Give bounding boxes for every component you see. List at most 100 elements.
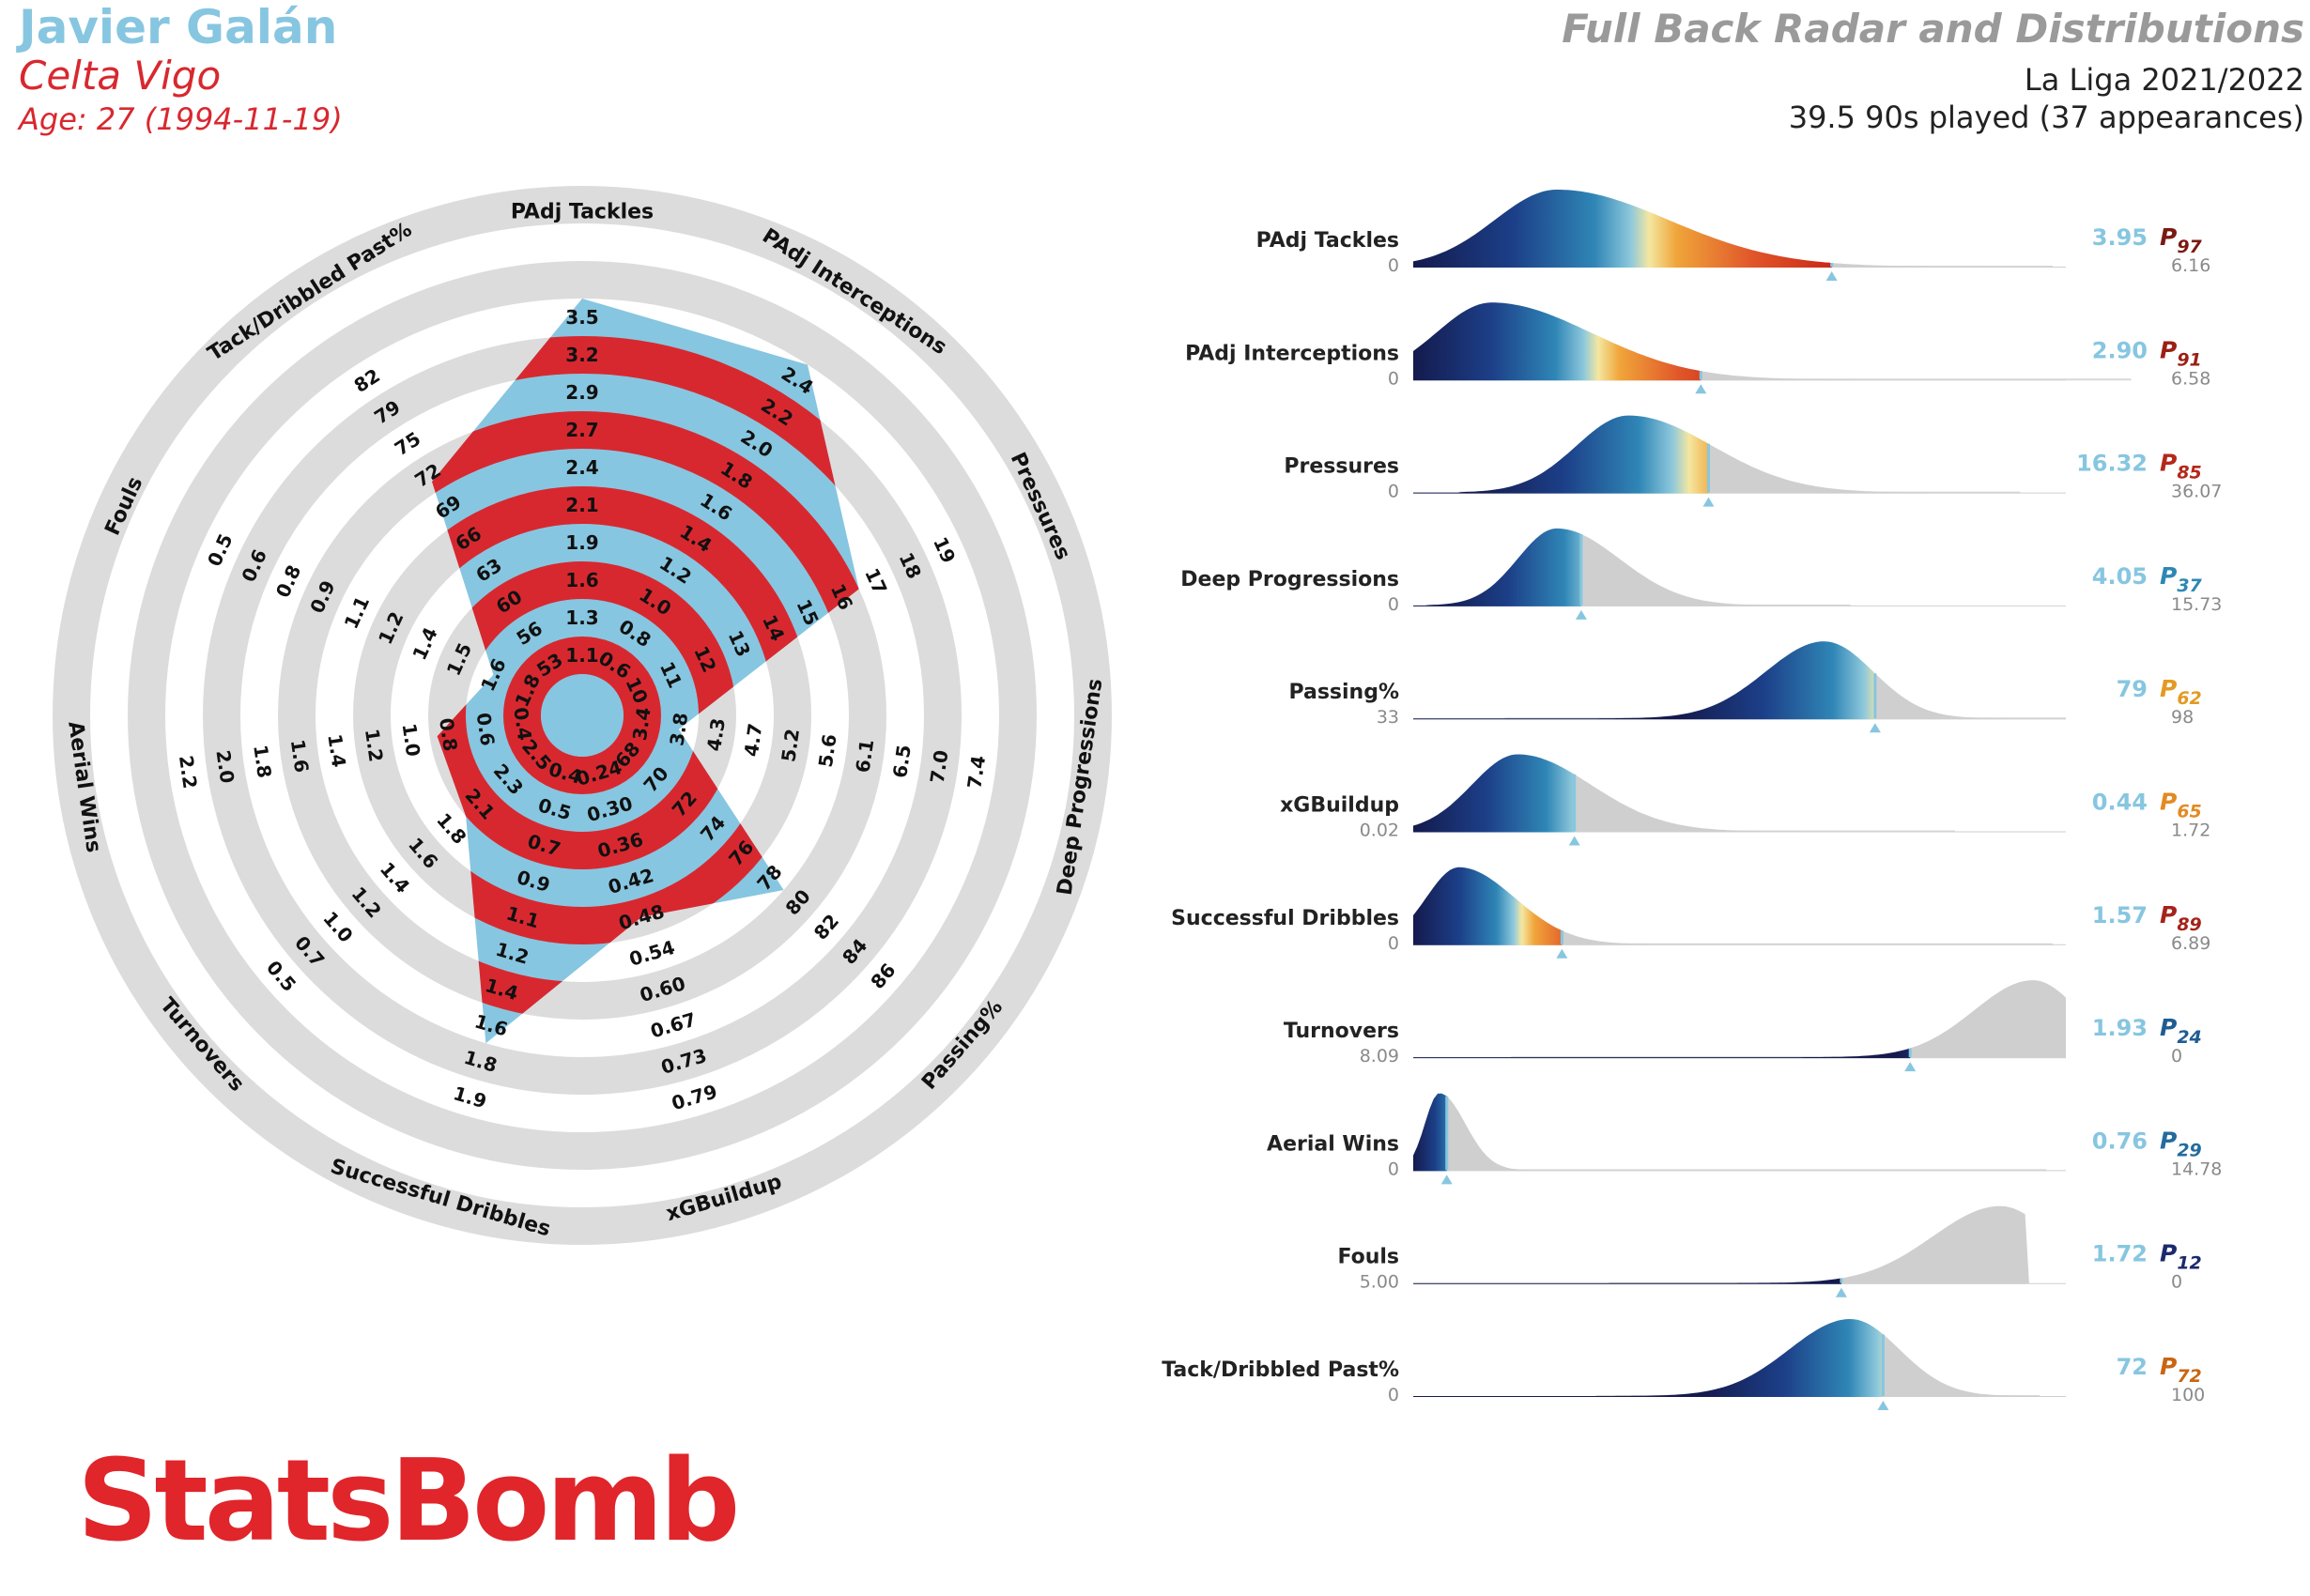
distribution-max-label: 0 <box>2171 1046 2182 1067</box>
distribution-label: Turnovers <box>1284 1020 1399 1043</box>
distribution-max-label: 98 <box>2171 707 2194 728</box>
distribution-fill <box>1413 1319 1884 1397</box>
distribution-curve <box>1413 980 2066 1059</box>
distribution-min-label: 0 <box>1388 482 1399 502</box>
distribution-label: PAdj Interceptions <box>1185 342 1399 365</box>
value-marker <box>1695 384 1707 394</box>
player-value-label: 0.76 <box>2092 1128 2148 1154</box>
radar-tick-label: 1.1 <box>565 644 598 667</box>
distribution-max-label: 6.16 <box>2171 255 2210 276</box>
radar-tick-label: 6.5 <box>888 744 916 779</box>
radar-tick-label: 7.0 <box>926 748 953 784</box>
radar-tick-label: 1.2 <box>361 728 388 763</box>
value-marker <box>1869 723 1881 733</box>
radar-band <box>432 336 859 1044</box>
percentile-label: P72 <box>2160 1353 2202 1387</box>
player-value-label: 1.57 <box>2092 902 2148 928</box>
player-value-label: 72 <box>2117 1354 2148 1380</box>
distribution-max-label: 0 <box>2171 1272 2182 1293</box>
value-marker <box>1556 948 1568 959</box>
distribution-label: Deep Progressions <box>1180 568 1399 591</box>
percentile-label: P89 <box>2160 901 2202 935</box>
player-value-label: 2.90 <box>2092 337 2148 363</box>
distribution-curve <box>1413 1093 2066 1172</box>
radar-tick-label: 2.9 <box>565 381 598 404</box>
distribution-label: Fouls <box>1337 1246 1399 1269</box>
distribution-min-label: 0 <box>1388 1385 1399 1405</box>
distribution-max-label: 6.58 <box>2171 368 2210 389</box>
distribution-curve <box>1413 415 2066 494</box>
distribution-min-label: 0 <box>1388 1159 1399 1179</box>
percentile-label: P65 <box>2160 789 2202 822</box>
radar-tick-label: 1.6 <box>286 738 314 774</box>
radar-tick-label: 1.6 <box>565 569 598 591</box>
percentile-label: P12 <box>2160 1240 2202 1274</box>
distribution-max-label: 15.73 <box>2171 594 2222 615</box>
distribution-curve <box>1413 1205 2066 1284</box>
distribution-fill <box>1413 1093 1447 1172</box>
percentile-label: P97 <box>2160 223 2203 257</box>
distribution-min-label: 0 <box>1388 255 1399 276</box>
radar-ring <box>53 186 1112 1245</box>
radar-ring <box>128 261 1037 1170</box>
chart-title: Full Back Radar and Distributions <box>1562 6 2304 52</box>
distribution-fill <box>1413 190 1832 268</box>
radar-tick-label: 6.1 <box>851 738 878 774</box>
percentile-label: P62 <box>2160 675 2202 709</box>
distribution-label: Successful Dribbles <box>1171 907 1399 930</box>
distribution-max-label: 36.07 <box>2171 482 2222 502</box>
distribution-fill <box>1413 415 1709 494</box>
radar-tick-label: 5.2 <box>777 728 804 763</box>
value-marker <box>1904 1062 1917 1072</box>
radar-tick-label: 0.8 <box>435 716 462 752</box>
competition-season: La Liga 2021/2022 <box>2024 62 2304 98</box>
percentile-label: P29 <box>2160 1127 2202 1160</box>
player-value-label: 3.95 <box>2092 224 2148 251</box>
radar-tick-label: 2.1 <box>565 494 598 516</box>
player-value-label: 1.72 <box>2092 1241 2148 1267</box>
distribution-min-label: 0 <box>1388 368 1399 389</box>
player-value-label: 79 <box>2117 676 2148 702</box>
distribution-min-label: 0 <box>1388 933 1399 954</box>
distribution-label: xGBuildup <box>1280 794 1399 818</box>
radar-tick-label: 0.6 <box>472 712 500 747</box>
percentile-label: P91 <box>2160 336 2202 370</box>
radar-tick-label: 1.4 <box>323 732 350 768</box>
radar-tick-label: 1.3 <box>565 606 598 629</box>
distribution-min-label: 33 <box>1377 707 1399 728</box>
player-name: Javier Galán <box>19 0 338 54</box>
distribution-max-label: 14.78 <box>2171 1159 2222 1179</box>
distribution-curve <box>1413 1319 2066 1397</box>
radar-tick-label: 2.7 <box>565 419 598 441</box>
distribution-max-label: 6.89 <box>2171 933 2210 954</box>
distribution-fill <box>1413 754 1575 833</box>
value-marker <box>1702 497 1715 507</box>
distribution-min-label: 0.02 <box>1360 821 1399 841</box>
distribution-label: Pressures <box>1284 455 1399 479</box>
radar-tick-label: 3.4 <box>628 706 655 742</box>
radar-tick-label: 2.2 <box>175 754 202 790</box>
radar-chart: 1.1 1.3 1.6 1.9 2.1 2.4 2.7 2.9 3.2 3.5 PAdj Tackl… <box>53 186 1112 1245</box>
distribution-fill <box>1413 641 1875 720</box>
distribution-fill <box>1413 302 1702 381</box>
distribution-min-label: 0 <box>1388 594 1399 615</box>
percentile-label: P85 <box>2160 450 2202 483</box>
radar-tick-label: 1.9 <box>565 531 598 554</box>
statsbomb-logo: StatsBomb <box>77 1436 740 1567</box>
team-name: Celta Vigo <box>19 53 222 99</box>
distribution-label: Tack/Dribbled Past% <box>1162 1358 1399 1382</box>
distribution-label: Aerial Wins <box>1267 1132 1399 1156</box>
radar-band <box>503 637 661 794</box>
distribution-label: PAdj Tackles <box>1256 229 1399 253</box>
distribution-label: Passing% <box>1288 681 1399 704</box>
radar-tick-label: 1.8 <box>249 744 276 779</box>
distribution-min-label: 5.00 <box>1360 1272 1399 1293</box>
percentile-label: P24 <box>2160 1014 2202 1048</box>
